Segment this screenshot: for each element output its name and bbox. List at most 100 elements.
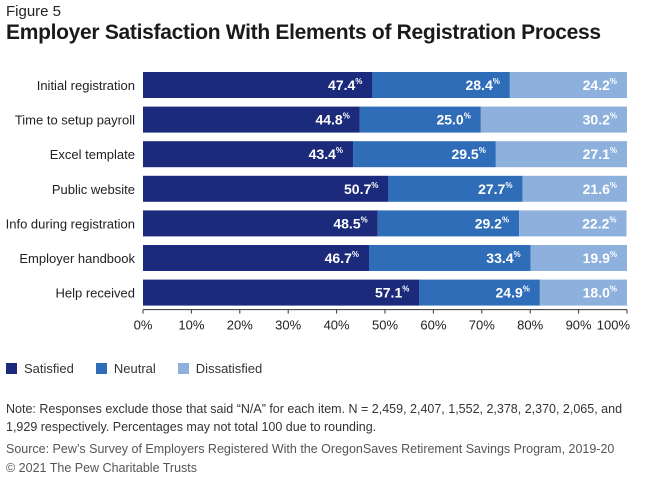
- data-label-dissatisfied-excel-template: 27.1%: [583, 146, 617, 162]
- x-tick-label: 20%: [227, 318, 253, 333]
- x-tick-label: 10%: [178, 318, 204, 333]
- category-label-employer-handbook: Employer handbook: [19, 251, 135, 266]
- data-label-satisfied-info-during-registration: 48.5%: [333, 215, 367, 231]
- data-label-suffix: %: [610, 181, 617, 190]
- data-label-dissatisfied-public-website: 21.6%: [583, 181, 617, 197]
- bar-dissatisfied-time-to-setup-payroll: [480, 106, 627, 133]
- data-label-suffix: %: [464, 112, 471, 121]
- bar-satisfied-time-to-setup-payroll: [143, 106, 360, 133]
- x-tick-label: 70%: [469, 318, 495, 333]
- data-label-suffix: %: [402, 285, 409, 294]
- data-label-satisfied-employer-handbook: 46.7%: [325, 250, 359, 266]
- data-label-suffix: %: [610, 77, 617, 86]
- data-label-neutral-info-during-registration: 29.2%: [475, 215, 509, 231]
- x-tick-label: 50%: [372, 318, 398, 333]
- data-label-dissatisfied-initial-registration: 24.2%: [583, 77, 617, 93]
- data-label-neutral-initial-registration: 28.4%: [465, 77, 499, 93]
- category-labels: Initial registration Time to setup payrol…: [6, 78, 136, 301]
- chart-title: Employer Satisfaction With Elements of R…: [6, 21, 601, 44]
- legend: Satisfied Neutral Dissatisfied: [6, 361, 284, 376]
- x-axis: 0% 10% 20% 30% 40% 50% 60% 70% 80% 90% 100%: [134, 309, 631, 333]
- bar-neutral-employer-handbook: [369, 245, 531, 271]
- data-label-suffix: %: [514, 250, 521, 259]
- category-label-public-website: Public website: [52, 182, 135, 197]
- data-label-neutral-excel-template: 29.5%: [451, 146, 485, 162]
- x-tick-label: 100%: [597, 318, 631, 333]
- bar-satisfied-info-during-registration: [143, 210, 378, 237]
- bar-satisfied-public-website: [143, 175, 389, 202]
- x-tick-label: 40%: [324, 318, 350, 333]
- x-tick-label: 30%: [275, 318, 301, 333]
- data-label-dissatisfied-employer-handbook: 19.9%: [583, 250, 617, 266]
- bar-dissatisfied-public-website: [522, 175, 627, 202]
- legend-item-satisfied: Satisfied: [6, 361, 74, 376]
- data-label-satisfied-excel-template: 43.4%: [309, 146, 343, 162]
- bar-neutral-time-to-setup-payroll: [359, 106, 481, 133]
- bar-neutral-excel-template: [353, 141, 496, 168]
- bar-neutral-info-during-registration: [377, 210, 520, 237]
- x-tick-label: 0%: [134, 318, 153, 333]
- legend-swatch-neutral: [95, 363, 107, 374]
- data-label-suffix: %: [502, 215, 509, 224]
- bar-dissatisfied-excel-template: [495, 141, 627, 168]
- bar-satisfied-employer-handbook: [143, 245, 370, 271]
- data-label-neutral-time-to-setup-payroll: 25.0%: [436, 112, 470, 128]
- source: Source: Pew’s Survey of Employers Regist…: [6, 442, 615, 456]
- legend-label-satisfied: Satisfied: [24, 361, 74, 376]
- data-label-dissatisfied-help-received: 18.0%: [583, 285, 617, 301]
- copyright: © 2021 The Pew Charitable Trusts: [6, 461, 198, 475]
- bar-satisfied-excel-template: [143, 141, 354, 168]
- bar-satisfied-help-received: [143, 279, 420, 306]
- data-label-suffix: %: [343, 112, 350, 121]
- bars-group: 47.4% 28.4% 24.2% 44.8% 25.0% 30.2% 43.4% 29.5%…: [143, 72, 627, 306]
- data-label-dissatisfied-time-to-setup-payroll: 30.2%: [583, 112, 617, 128]
- data-label-suffix: %: [609, 215, 616, 224]
- x-tick-label: 60%: [420, 318, 446, 333]
- bar-dissatisfied-employer-handbook: [530, 245, 627, 271]
- bar-neutral-help-received: [419, 279, 540, 306]
- data-label-satisfied-help-received: 57.1%: [375, 285, 409, 301]
- legend-item-dissatisfied: Dissatisfied: [177, 361, 263, 376]
- category-label-initial-registration: Initial registration: [37, 78, 135, 93]
- bar-neutral-public-website: [388, 175, 523, 202]
- data-label-neutral-help-received: 24.9%: [496, 285, 530, 301]
- x-tick-label: 80%: [517, 318, 543, 333]
- data-label-satisfied-initial-registration: 47.4%: [328, 77, 362, 93]
- data-label-suffix: %: [371, 181, 378, 190]
- data-label-suffix: %: [610, 146, 617, 155]
- data-label-suffix: %: [352, 250, 359, 259]
- bar-satisfied-initial-registration: [143, 72, 373, 98]
- data-label-suffix: %: [355, 77, 362, 86]
- bar-dissatisfied-help-received: [539, 279, 627, 306]
- legend-label-neutral: Neutral: [113, 361, 156, 376]
- data-label-suffix: %: [610, 285, 617, 294]
- category-label-excel-template: Excel template: [50, 147, 135, 162]
- note: Note: Responses exclude those that said …: [6, 402, 623, 434]
- bar-neutral-initial-registration: [372, 72, 510, 98]
- data-label-suffix: %: [336, 146, 343, 155]
- figure-label: Figure 5: [6, 3, 62, 20]
- data-label-suffix: %: [610, 112, 617, 121]
- data-label-suffix: %: [479, 146, 486, 155]
- bar-dissatisfied-initial-registration: [509, 72, 627, 98]
- bar-dissatisfied-info-during-registration: [519, 210, 627, 237]
- data-label-satisfied-time-to-setup-payroll: 44.8%: [315, 112, 349, 128]
- legend-label-dissatisfied: Dissatisfied: [195, 361, 263, 376]
- legend-swatch-dissatisfied: [177, 363, 189, 374]
- x-tick-label: 90%: [566, 318, 592, 333]
- data-label-suffix: %: [505, 181, 512, 190]
- legend-swatch-satisfied: [6, 363, 17, 374]
- data-label-neutral-employer-handbook: 33.4%: [486, 250, 520, 266]
- data-label-suffix: %: [523, 285, 530, 294]
- data-label-suffix: %: [361, 215, 368, 224]
- data-label-neutral-public-website: 27.7%: [478, 181, 512, 197]
- data-label-dissatisfied-info-during-registration: 22.2%: [582, 215, 616, 231]
- category-label-time-to-setup-payroll: Time to setup payroll: [15, 113, 135, 128]
- category-label-help-received: Help received: [56, 286, 136, 301]
- data-label-suffix: %: [493, 77, 500, 86]
- data-label-suffix: %: [610, 250, 617, 259]
- data-label-satisfied-public-website: 50.7%: [344, 181, 378, 197]
- category-label-info-during-registration: Info during registration: [6, 216, 135, 231]
- legend-item-neutral: Neutral: [95, 361, 156, 376]
